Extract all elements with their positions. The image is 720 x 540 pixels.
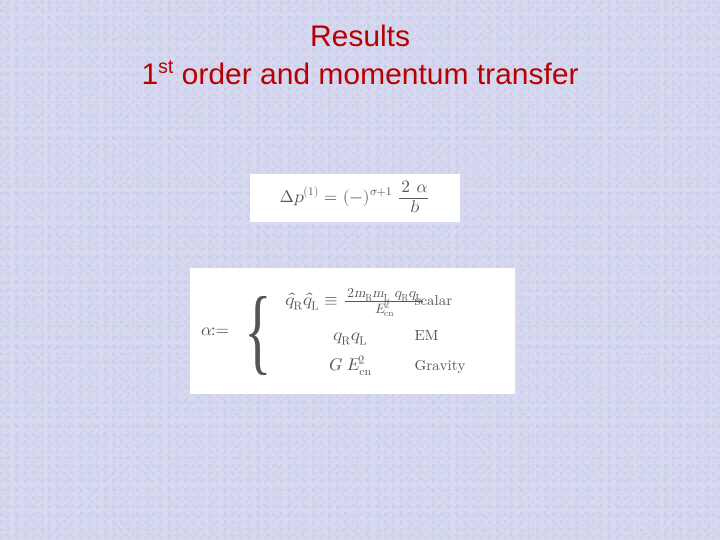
case-expr-gravity: G E2cn xyxy=(284,356,414,376)
order-superscript: (1) xyxy=(303,186,318,198)
case-row-scalar: q̂Rq̂L ≡ 2mRmL qRqLE2cn scalar xyxy=(284,286,484,317)
left-brace-icon: { xyxy=(244,295,271,366)
formula-1: Δp(1) = (−)σ+1 2 α b xyxy=(280,179,431,217)
cases-column: q̂Rq̂L ≡ 2mRmL qRqLE2cn scalar qRqL EM G… xyxy=(284,286,484,377)
grav-E-sup: 2 xyxy=(358,355,364,367)
alpha-lhs: α := xyxy=(200,321,235,341)
delta-symbol: Δ xyxy=(280,189,294,206)
equiv-sign: ≡ xyxy=(319,292,344,309)
title-line-1: Results xyxy=(0,18,720,56)
case-row-em: qRqL EM xyxy=(284,326,484,346)
neg-base: (−) xyxy=(343,189,369,206)
equals-sign: = xyxy=(318,189,343,206)
grav-E-sub: cn xyxy=(359,366,371,378)
num-2: 2 xyxy=(347,286,354,300)
den-E: E xyxy=(375,302,384,316)
grav-E: E xyxy=(347,357,359,374)
em-qL-sub: L xyxy=(359,336,366,348)
fraction-den: b xyxy=(399,199,428,218)
sub-L: L xyxy=(311,300,318,312)
assign-op: := xyxy=(211,321,229,341)
coeff-2: 2 xyxy=(401,179,415,196)
slide-title: Results 1st order and momentum transfer xyxy=(0,0,720,93)
title-ordinal-num: 1 xyxy=(141,58,158,91)
plus-one: +1 xyxy=(377,186,392,198)
grav-G: G xyxy=(328,357,347,374)
num-mR: m xyxy=(354,286,365,300)
sigma-symbol: σ xyxy=(369,186,376,198)
alpha-var: α xyxy=(200,321,211,341)
formula-2: α := { q̂Rq̂L ≡ 2mRmL qRqLE2cn scalar qR… xyxy=(190,286,515,377)
em-qL: q xyxy=(350,327,359,344)
var-p: p xyxy=(294,189,303,206)
den-E-sub: cn xyxy=(384,308,394,318)
title-rest: order and momentum transfer xyxy=(173,58,578,91)
qhat-L: q̂ xyxy=(302,292,311,309)
cases-block: { q̂Rq̂L ≡ 2mRmL qRqLE2cn scalar qRqL EM xyxy=(235,286,485,377)
title-ordinal-sup: st xyxy=(158,56,173,78)
case-row-gravity: G E2cn Gravity xyxy=(284,356,484,376)
fraction-2alpha-b: 2 α b xyxy=(399,179,428,217)
case-label-scalar: scalar xyxy=(414,292,484,310)
case-expr-em: qRqL xyxy=(284,326,414,346)
formula-box-2: α := { q̂Rq̂L ≡ 2mRmL qRqLE2cn scalar qR… xyxy=(190,268,515,394)
formula-box-1: Δp(1) = (−)σ+1 2 α b xyxy=(250,174,460,222)
case-label-gravity: Gravity xyxy=(414,357,484,375)
case-label-em: EM xyxy=(414,327,484,345)
fraction-num: 2 α xyxy=(399,179,428,199)
sub-R: R xyxy=(293,300,302,312)
alpha-symbol: α xyxy=(416,179,427,196)
case-expr-scalar: q̂Rq̂L ≡ 2mRmL qRqLE2cn xyxy=(284,286,414,317)
em-qR: q xyxy=(332,327,341,344)
em-qR-sub: R xyxy=(341,336,350,348)
scalar-frac: 2mRmL qRqLE2cn xyxy=(345,286,423,317)
num-mL: m xyxy=(372,286,383,300)
title-line-2: 1st order and momentum transfer xyxy=(0,56,720,94)
neg-exponent: σ+1 xyxy=(369,186,391,198)
